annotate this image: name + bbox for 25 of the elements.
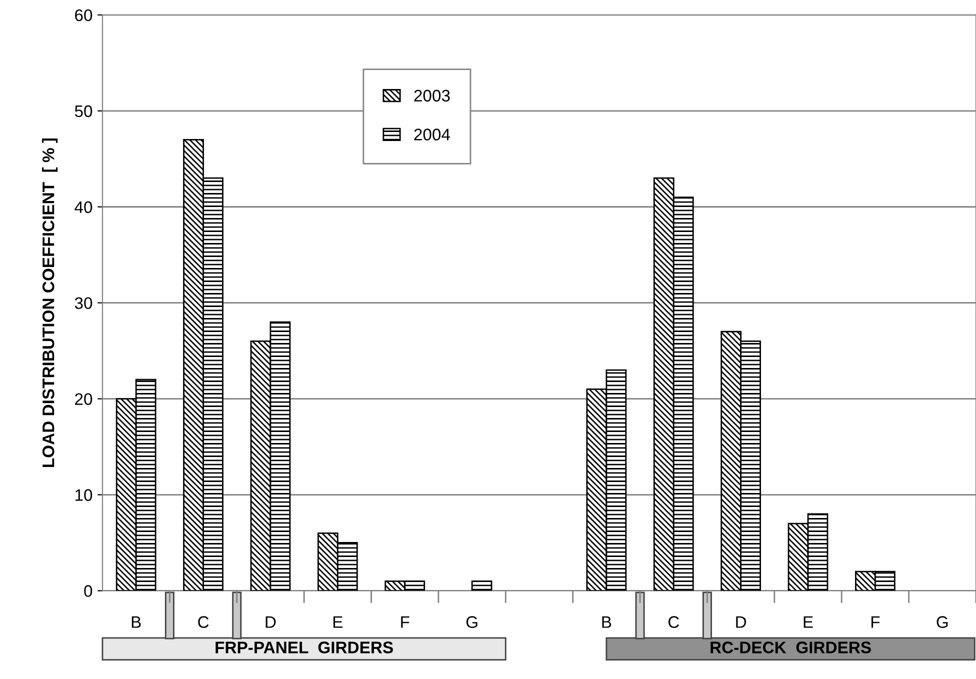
x-tick-label: C	[668, 616, 680, 628]
y-tick-label: 20	[75, 393, 92, 405]
x-tick-label: C	[198, 616, 209, 628]
text: RC-DECK GIRDERS	[710, 642, 871, 654]
y-tick-label: 0	[84, 585, 92, 597]
y-tick-label: 10	[75, 489, 92, 501]
text: FRP-PANEL GIRDERS	[216, 642, 393, 654]
y-tick-label: 60	[75, 9, 92, 22]
legend-label: 2003	[414, 90, 450, 102]
y-tick-label: 30	[74, 297, 92, 310]
x-tick-label: B	[602, 616, 612, 628]
x-tick-label: E	[804, 616, 813, 628]
x-tick-label: F	[401, 616, 410, 628]
legend-label: 2004	[414, 128, 450, 140]
y-axis-title: LOAD DISTRIBUTION COEFFICIENT [ % ]	[42, 138, 58, 467]
x-tick-label: E	[333, 616, 342, 628]
y-tick-label: 50	[74, 105, 92, 118]
y-tick-label: 40	[74, 201, 92, 214]
x-tick-label: D	[736, 616, 746, 628]
x-tick-label: G	[936, 616, 948, 628]
x-tick-label: D	[266, 616, 276, 628]
x-tick-label: F	[871, 616, 880, 628]
x-tick-label: B	[132, 616, 141, 628]
x-tick-label: G	[466, 616, 478, 628]
bar	[471, 580, 492, 591]
